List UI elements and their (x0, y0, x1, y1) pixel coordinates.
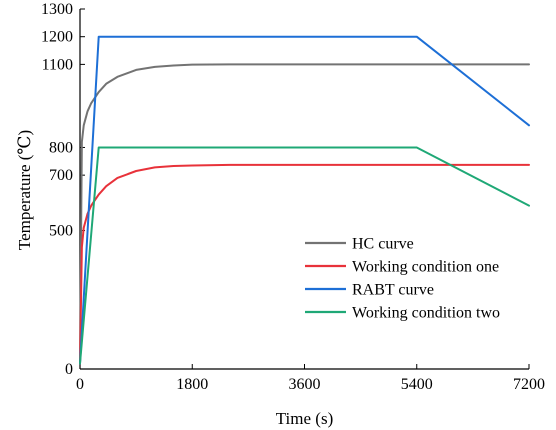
y-tick-label: 1100 (42, 56, 73, 73)
legend-label: RABT curve (352, 282, 434, 299)
legend-label: HC curve (352, 236, 414, 253)
x-tick-label: 5400 (401, 376, 433, 393)
series-line-3 (79, 35, 530, 365)
tick-labels: 0 1800 3600 5400 7200 0 500 700 800 1100 1200 1300 (41, 1, 545, 393)
y-axis-title: Temperature (℃) (15, 130, 34, 250)
x-tick-label: 0 (76, 376, 84, 393)
series-line-1 (79, 63, 530, 365)
x-tick-label: 1800 (176, 376, 208, 393)
y-tick-label: 1200 (41, 29, 73, 46)
series-line-4 (79, 146, 530, 365)
legend-label: Working condition one (352, 259, 499, 276)
y-tick-label: 800 (49, 139, 73, 156)
y-tick-label: 500 (49, 223, 73, 240)
y-tick-label: 700 (49, 167, 73, 184)
x-axis-title: Time (s) (276, 409, 333, 428)
series-lines (79, 35, 530, 365)
legend: HC curve Working condition one RABT curve W… (305, 236, 500, 322)
y-tick-label: 1300 (41, 1, 73, 18)
legend-label: Working condition two (352, 305, 500, 322)
x-tick-label: 3600 (289, 376, 321, 393)
x-tick-label: 7200 (513, 376, 545, 393)
y-tick-label: 0 (65, 361, 73, 378)
